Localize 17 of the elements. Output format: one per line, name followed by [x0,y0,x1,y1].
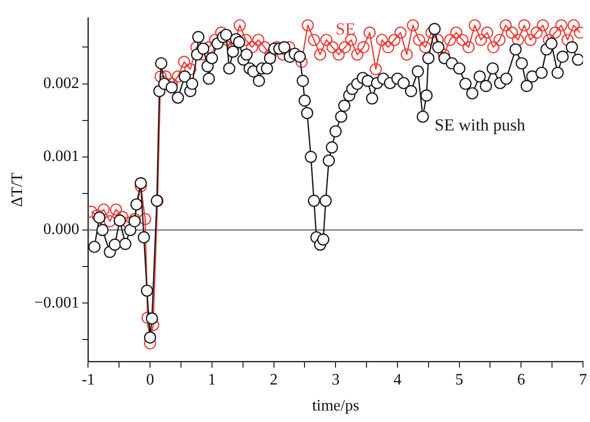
x-tick-label: 7 [579,371,587,388]
y-tick-label: 0.001 [43,148,80,166]
x-axis-title: time/ps [312,398,360,415]
series-label: SE [336,19,356,38]
y-axis-title: ΔT/T [8,172,26,207]
y-tick-label: −0.001 [34,294,80,312]
x-tick-label: 0 [146,371,154,388]
x-tick-label: 4 [393,371,402,388]
x-tick-label: 3 [332,371,340,388]
x-tick-label: 6 [517,371,526,388]
y-tick-label: 0.002 [43,75,80,92]
x-tick-label: 5 [455,371,464,388]
y-tick-label: 0.000 [43,221,80,238]
x-tick-label: -1 [82,371,95,388]
x-tick-label: 2 [270,371,278,388]
x-tick-label: 1 [208,371,216,388]
series-label: SE with push [434,116,526,135]
